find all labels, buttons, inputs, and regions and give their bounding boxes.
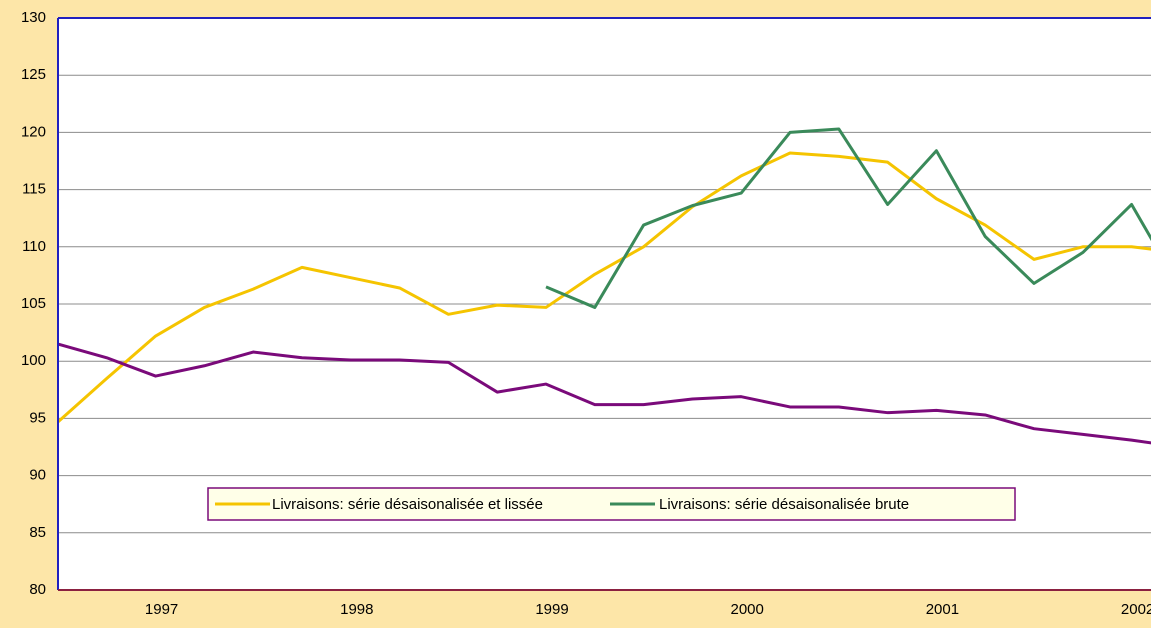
y-tick-label: 90 (29, 467, 46, 484)
y-tick-label: 85 (29, 524, 46, 541)
x-tick-label: 1999 (535, 601, 568, 618)
x-tick-label: 1997 (145, 601, 178, 618)
y-tick-label: 110 (22, 238, 46, 255)
legend-label: Livraisons: série désaisonalisée et liss… (272, 496, 543, 513)
legend-label: Livraisons: série désaisonalisée brute (659, 496, 909, 513)
legend: Livraisons: série désaisonalisée et liss… (207, 487, 1016, 521)
series-line (545, 127, 1151, 309)
y-tick-label: 125 (21, 66, 46, 83)
y-tick-label: 80 (29, 581, 46, 598)
y-tick-label: 115 (22, 181, 46, 198)
x-tick-label: 1998 (340, 601, 373, 618)
y-tick-label: 95 (29, 409, 46, 426)
x-tick-label: 2002 (1121, 601, 1151, 618)
y-tick-label: 100 (21, 352, 46, 369)
x-tick-label: 2001 (926, 601, 959, 618)
x-tick-label: 2000 (731, 601, 764, 618)
series-line (58, 342, 1151, 445)
y-tick-label: 120 (21, 123, 46, 140)
y-tick-label: 130 (21, 9, 46, 26)
series-line (58, 151, 1151, 423)
y-tick-label: 105 (21, 295, 46, 312)
